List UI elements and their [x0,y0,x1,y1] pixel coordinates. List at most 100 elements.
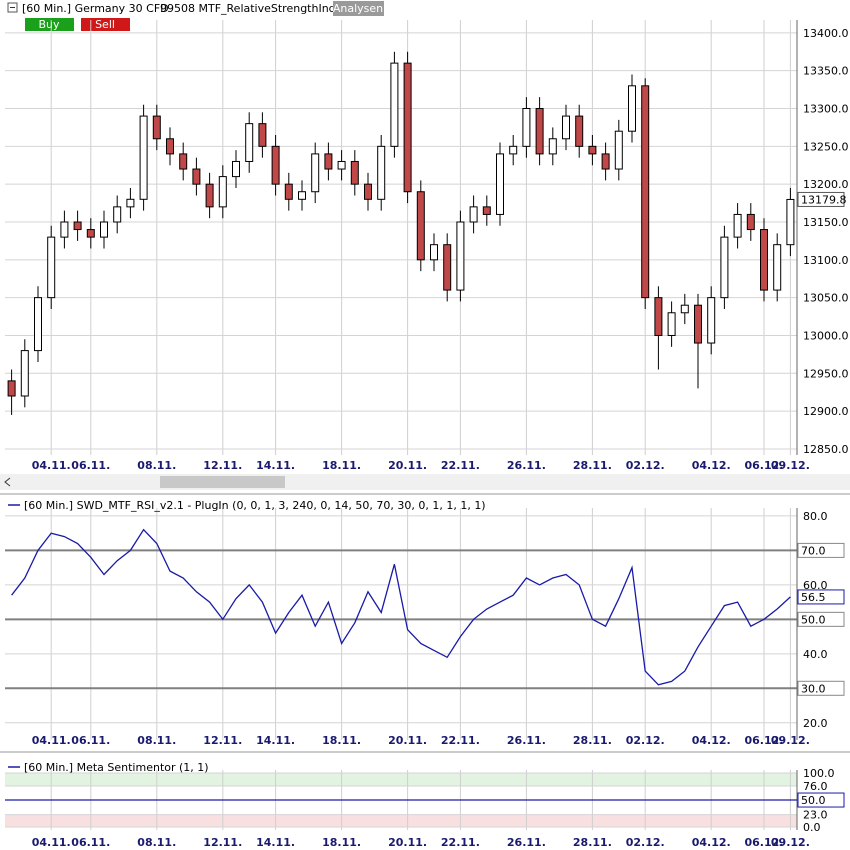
x-tick-label: 20.11. [388,459,427,472]
candle-body [390,62,399,147]
x-tick-label: 22.11. [441,734,480,747]
scroll-left-arrow[interactable] [4,477,11,487]
x-tick-label: 08.11. [137,836,176,849]
level-label-box [797,542,845,558]
candle-body [205,183,214,208]
sentiment-band [5,814,797,828]
candle-body [680,304,689,314]
candle-body [601,153,610,170]
sell-label: Sell [95,18,115,31]
candle-body [548,138,557,155]
candle-body [509,145,518,155]
candle-body [496,153,504,215]
y-tick-label: 20.0 [803,717,828,730]
candle-body [443,244,452,291]
candle-body [628,85,636,132]
candle-body [760,229,768,291]
candle-body [232,160,240,178]
candle-body [482,206,491,215]
candle-body [126,198,135,208]
x-tick-label: 18.11. [322,734,361,747]
y-tick-label: 13300.0 [803,103,849,116]
x-tick-label: 04.12. [692,734,731,747]
panel-title: [60 Min.] SWD_MTF_RSI_v2.1 - PlugIn (0, … [24,499,486,512]
x-tick-label: 04.11. [32,459,71,472]
candle-body [694,304,702,344]
y-tick-label: 13150.0 [803,216,849,229]
y-tick-label: 40.0 [803,648,828,661]
candle-body [324,153,333,170]
x-tick-label: 14.11. [256,836,295,849]
candle-body [746,213,755,231]
y-tick-label: 13000.0 [803,329,849,342]
chart-title: [60 Min.] Germany 30 CFD [22,2,169,15]
candle-body [73,221,82,231]
x-tick-label: 08.11. [137,734,176,747]
y-tick-label: 23.0 [803,809,828,822]
candle-body [7,380,16,397]
x-tick-label: 28.11. [573,836,612,849]
candle-body [245,123,254,162]
candle-body [258,123,267,147]
candle-body [218,176,227,208]
rsi-line [11,528,791,686]
candle-body [86,229,95,238]
candle-body [641,85,650,299]
x-tick-label: 14.11. [256,734,295,747]
candle-body [654,297,663,336]
candle-body [416,191,425,261]
level-label: 30.0 [801,682,826,695]
level-label-box [797,680,845,696]
candle-body [430,244,438,261]
candle-body [733,213,742,238]
y-tick-label: 13100.0 [803,254,849,267]
candle-body [284,183,293,200]
candle-body [152,115,161,140]
x-tick-label: 22.11. [441,459,480,472]
x-tick-label: 02.12. [626,734,665,747]
candle-body [298,191,306,200]
x-tick-label: 18.11. [322,459,361,472]
y-tick-label: 12950.0 [803,367,849,380]
candle-body [139,115,148,200]
scrollbar[interactable] [0,474,850,490]
candle-body [786,198,795,246]
x-tick-label: 02.12. [626,836,665,849]
candle-body [562,115,570,140]
scroll-thumb[interactable] [160,476,285,488]
y-tick-label: 13050.0 [803,292,849,305]
candle-body [350,160,359,185]
level-label: 70.0 [801,544,826,557]
y-tick-label: 13200.0 [803,178,849,191]
candle-body [469,206,478,223]
y-tick-label: 76.0 [803,780,828,793]
y-tick-label: 13400.0 [803,27,849,40]
level-label-box [797,611,845,627]
y-tick-label: 100.0 [803,767,835,780]
candle-body [456,221,465,291]
sell-button[interactable] [81,18,130,31]
x-tick-label: 06.12. [745,459,784,472]
x-tick-label: 06.12. [745,734,784,747]
x-tick-label: 20.11. [388,734,427,747]
last-value-label-box [797,589,845,605]
candle-body [535,108,544,155]
tab-button[interactable] [333,1,384,16]
x-tick-label: 06.11. [71,459,110,472]
candle-body [575,115,584,147]
candle-body [337,160,346,170]
x-tick-label: 18.11. [322,836,361,849]
x-tick-label: 09.12. [771,734,810,747]
sentiment-value-label: 50.0 [801,794,826,807]
candle-body [667,312,676,336]
x-tick-label: 26.11. [507,836,546,849]
buy-button[interactable] [25,18,74,31]
candle-body [20,350,29,397]
candle-body [720,236,729,299]
x-tick-label: 20.11. [388,836,427,849]
indicator-title: 99508 MTF_RelativeStrengthIndex [160,2,349,15]
sentiment-band [5,773,797,786]
candle-body [773,244,782,291]
candle-body [588,145,597,155]
